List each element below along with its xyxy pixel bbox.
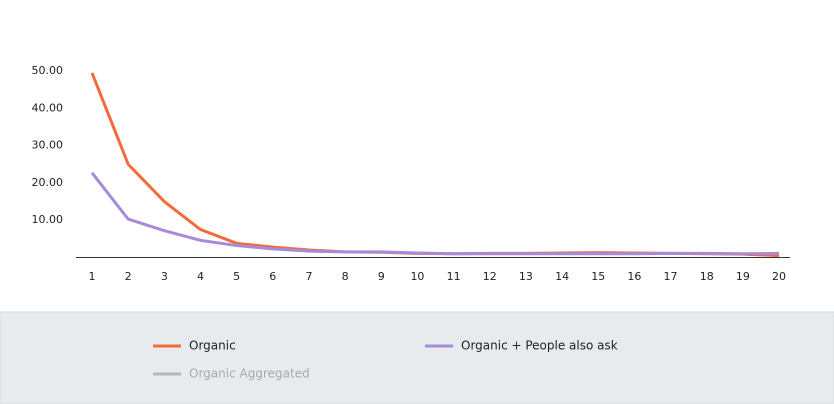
y-tick-label: 10.00 bbox=[32, 213, 64, 226]
x-tick-label: 10 bbox=[410, 270, 424, 283]
x-tick-label: 12 bbox=[483, 270, 497, 283]
x-tick-label: 3 bbox=[161, 270, 168, 283]
x-tick-label: 17 bbox=[664, 270, 678, 283]
x-tick-label: 15 bbox=[591, 270, 605, 283]
x-tick-label: 11 bbox=[447, 270, 461, 283]
x-tick-label: 4 bbox=[197, 270, 204, 283]
x-tick-label: 13 bbox=[519, 270, 533, 283]
y-tick-label: 50.00 bbox=[32, 64, 64, 77]
x-tick-label: 20 bbox=[772, 270, 786, 283]
series-line bbox=[90, 72, 780, 258]
x-tick-label: 1 bbox=[89, 270, 96, 283]
series-line bbox=[90, 171, 780, 256]
x-tick-label: 5 bbox=[233, 270, 240, 283]
x-tick-label: 6 bbox=[269, 270, 276, 283]
legend-label[interactable]: Organic Aggregated bbox=[189, 367, 310, 381]
x-tick-label: 14 bbox=[555, 270, 569, 283]
legend-label[interactable]: Organic + People also ask bbox=[461, 339, 618, 353]
x-tick-label: 8 bbox=[342, 270, 349, 283]
x-tick-label: 19 bbox=[736, 270, 750, 283]
y-tick-label: 40.00 bbox=[32, 101, 64, 114]
x-tick-label: 16 bbox=[627, 270, 641, 283]
y-tick-label: 30.00 bbox=[32, 139, 64, 152]
legend-label[interactable]: Organic bbox=[189, 339, 236, 353]
legend-background bbox=[0, 311, 834, 404]
y-tick-label: 20.00 bbox=[32, 176, 64, 189]
x-tick-label: 9 bbox=[378, 270, 385, 283]
x-tick-label: 18 bbox=[700, 270, 714, 283]
x-tick-label: 2 bbox=[125, 270, 132, 283]
x-tick-label: 7 bbox=[305, 270, 312, 283]
